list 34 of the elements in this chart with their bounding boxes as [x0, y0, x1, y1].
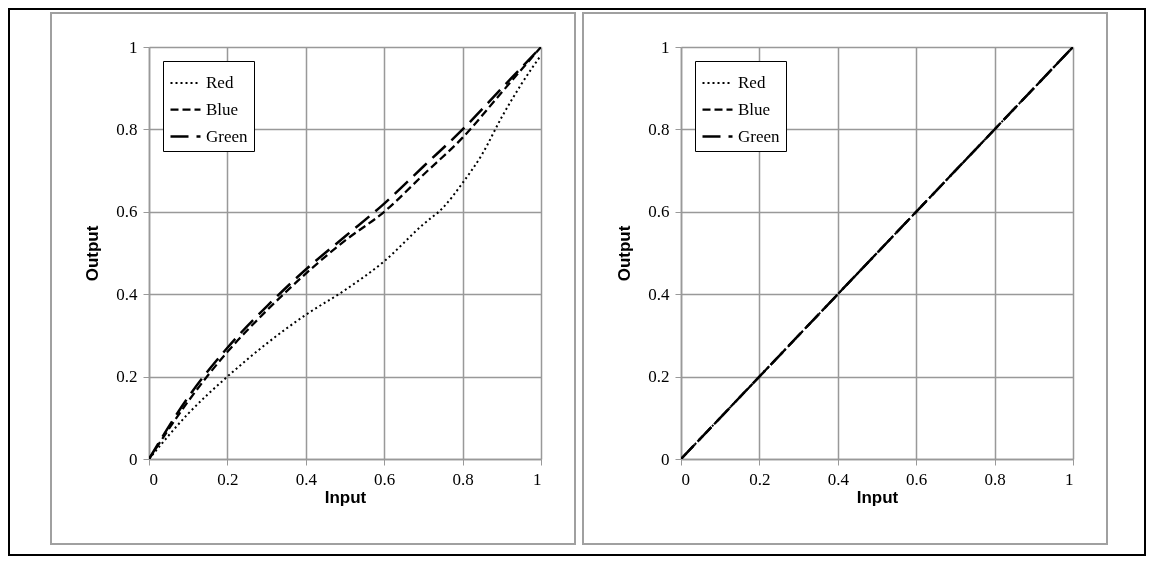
- y-tick-label: 0.8: [648, 119, 670, 139]
- legend-label: Green: [738, 126, 781, 146]
- y-tick-label: 0.4: [116, 284, 138, 304]
- x-tick-label: 0.4: [827, 469, 850, 489]
- y-tick-label: 0.2: [648, 367, 670, 387]
- y-tick-label: 0.6: [648, 202, 670, 222]
- y-axis-title: Output: [83, 225, 103, 282]
- x-tick-label: 0.2: [749, 469, 771, 489]
- legend-label: Blue: [206, 99, 239, 119]
- y-axis-title: Output: [615, 225, 635, 282]
- x-tick-label: 1: [1065, 469, 1074, 489]
- x-tick-label: 0.6: [906, 469, 928, 489]
- x-tick-label: 1: [533, 469, 542, 489]
- x-tick-label: 0: [149, 469, 158, 489]
- x-axis-title: Input: [856, 487, 899, 507]
- y-tick-label: 1: [129, 37, 138, 57]
- y-tick-label: 0: [129, 449, 138, 469]
- y-tick-label: 0.4: [648, 284, 670, 304]
- x-tick-label: 0.6: [374, 469, 396, 489]
- x-tick-label: 0.8: [452, 469, 474, 489]
- x-tick-label: 0.4: [295, 469, 318, 489]
- x-tick-label: 0.2: [217, 469, 239, 489]
- legend-label: Red: [738, 73, 766, 92]
- y-tick-label: 0: [661, 449, 670, 469]
- x-axis-title: Input: [324, 487, 367, 507]
- y-tick-label: 0.8: [116, 119, 138, 139]
- legend-label: Green: [206, 126, 249, 146]
- y-tick-label: 0.6: [116, 202, 138, 222]
- y-tick-label: 0.2: [116, 367, 138, 387]
- legend-label: Blue: [738, 99, 771, 119]
- x-tick-label: 0: [681, 469, 690, 489]
- legend-label: Red: [206, 73, 234, 92]
- x-tick-label: 0.8: [984, 469, 1006, 489]
- y-tick-label: 1: [661, 37, 670, 57]
